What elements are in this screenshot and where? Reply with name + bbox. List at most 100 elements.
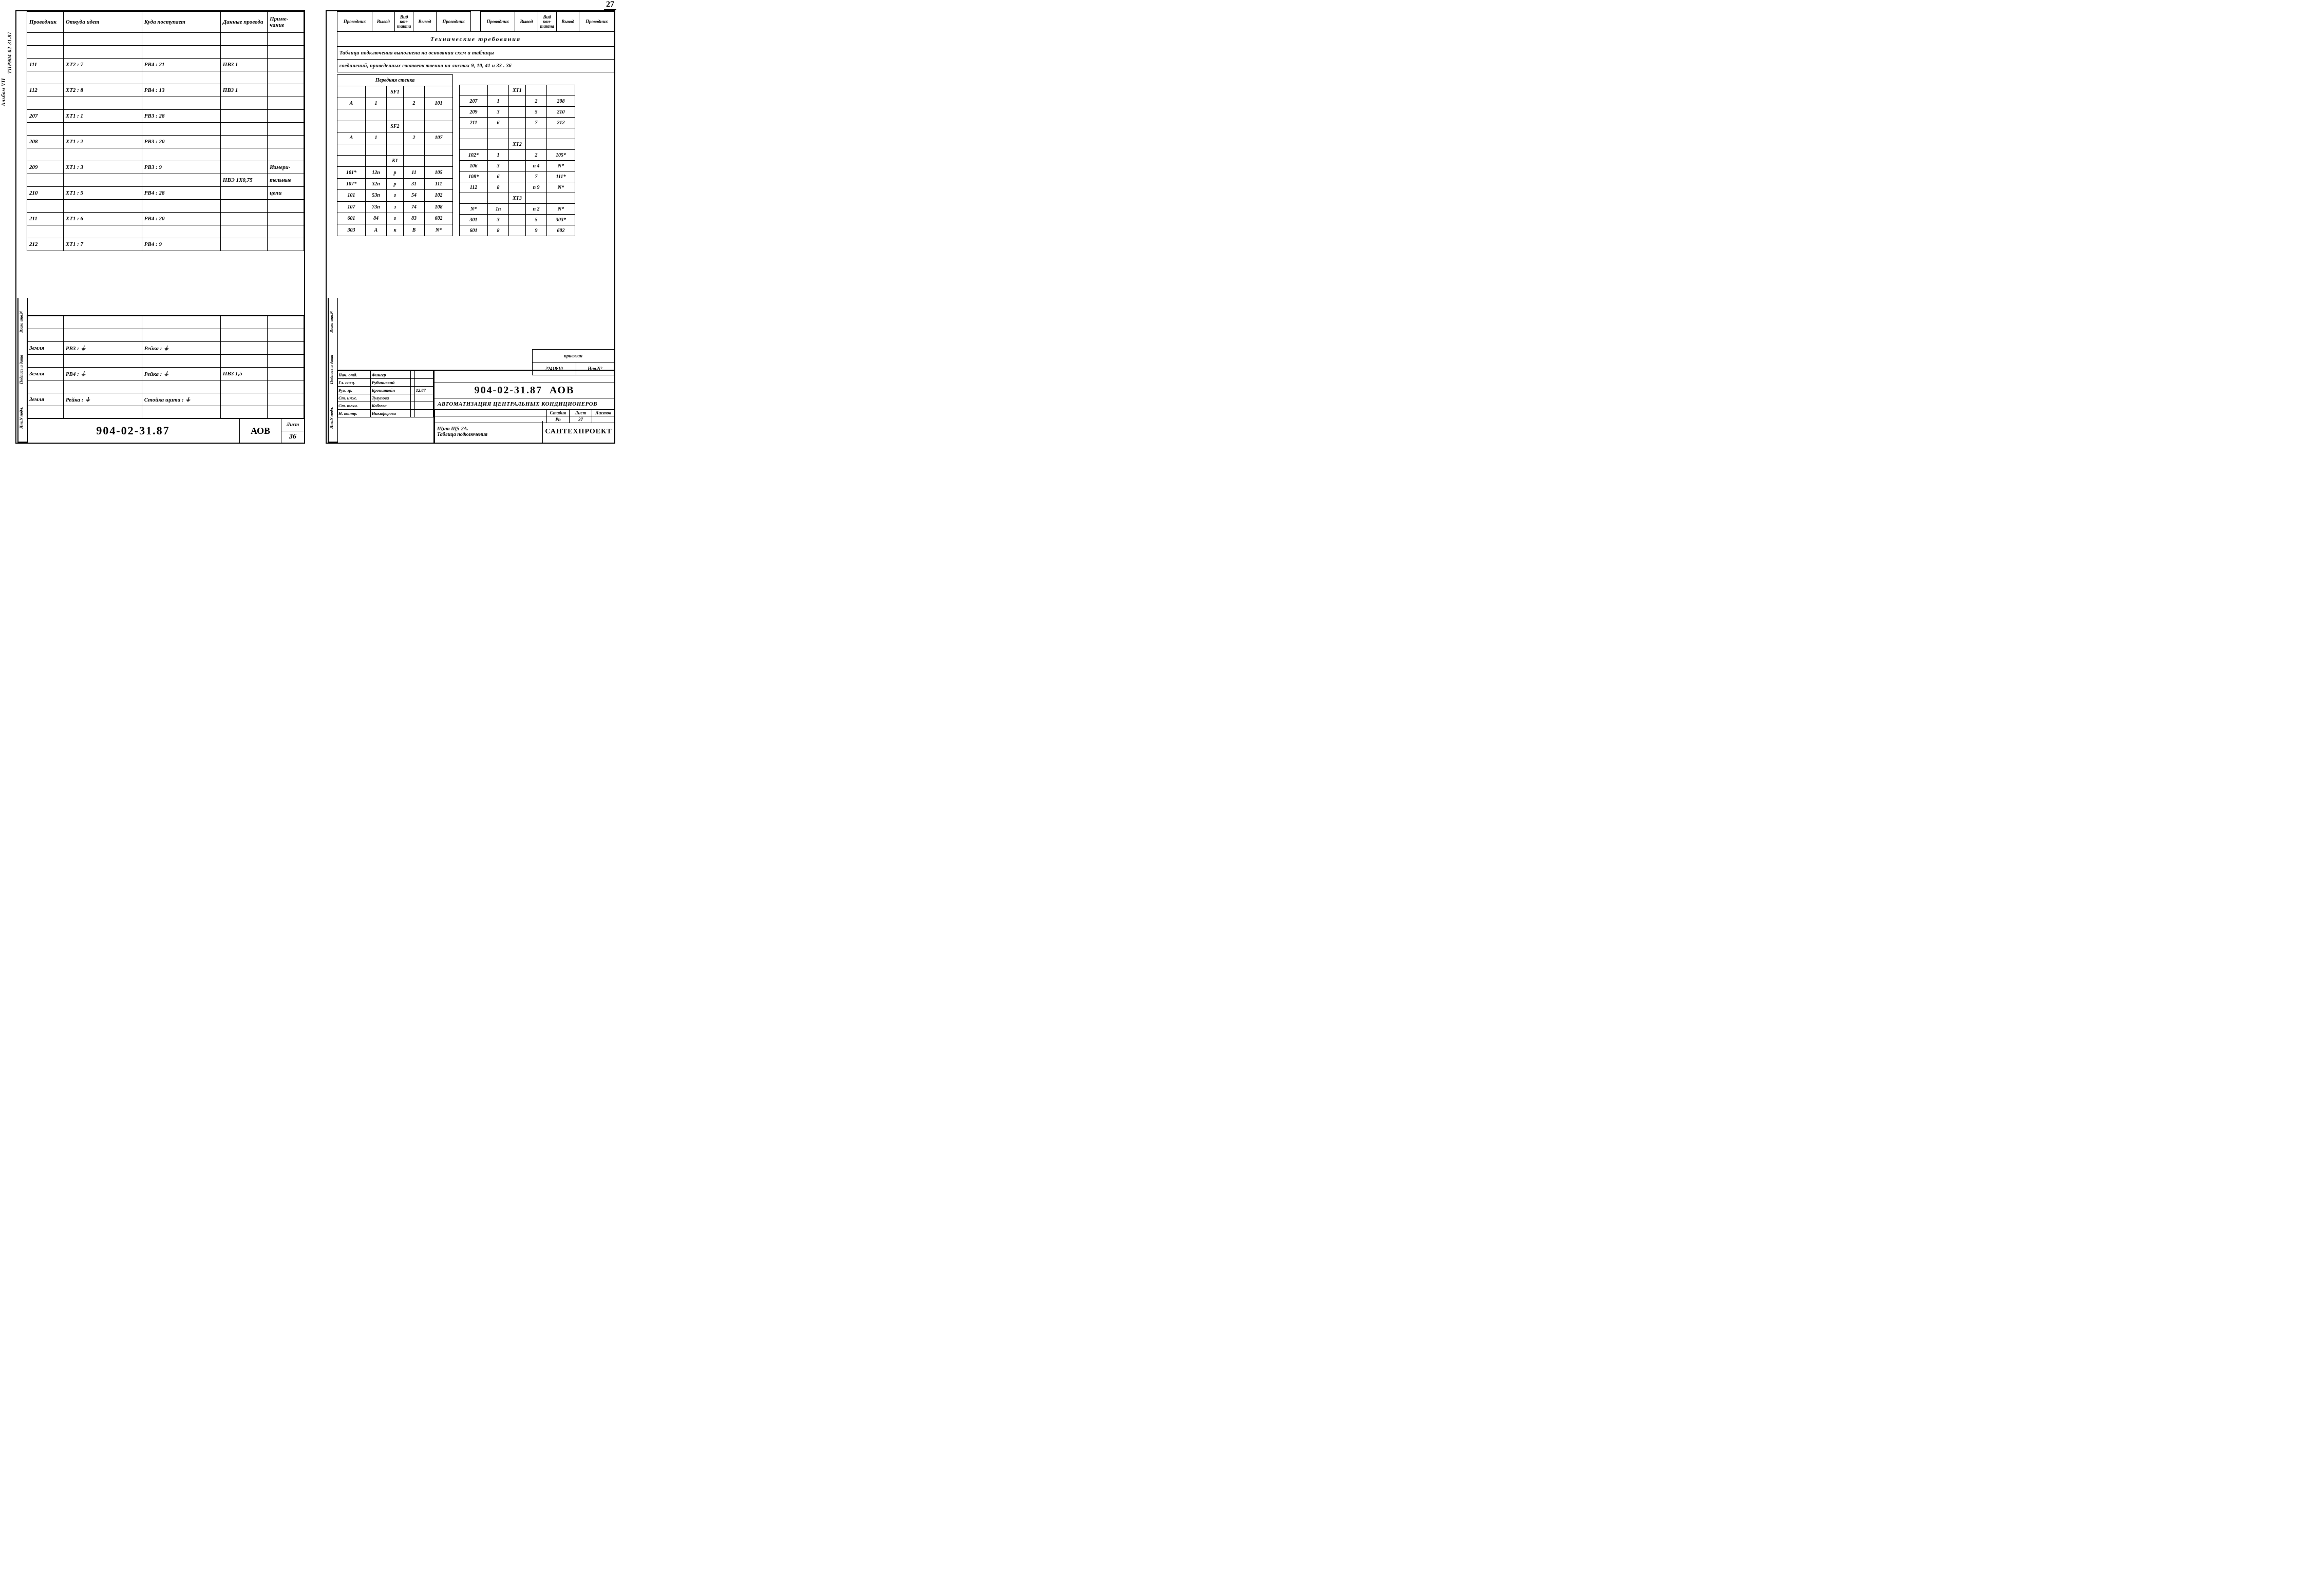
- doc-number: 904-02-31.87: [27, 419, 240, 443]
- cell: [220, 200, 267, 213]
- table-row: [27, 355, 304, 368]
- cell: A: [366, 224, 387, 236]
- sheet-hdr: Лист: [569, 410, 592, 416]
- table-row: 211XT1 : 6PB4 : 20: [27, 213, 304, 225]
- cell: [488, 139, 509, 150]
- cell: [509, 96, 526, 107]
- cell: [268, 368, 304, 380]
- cell: 5: [526, 215, 547, 225]
- cell: 212: [27, 238, 64, 251]
- note-line-2: соединений, приведенных соответственно н…: [337, 60, 614, 72]
- cell: 2: [526, 150, 547, 161]
- cell: [509, 225, 526, 236]
- table-row: ЗемляРейка : ⏚Стойка щита : ⏚: [27, 393, 304, 406]
- cell: 212: [547, 118, 575, 128]
- cell: 73п: [366, 201, 387, 213]
- cell: [425, 155, 453, 166]
- cell: [220, 393, 267, 406]
- cell: 1: [366, 98, 387, 109]
- cell: [220, 136, 267, 148]
- signature-row: Гл. спец.Рубчинский: [337, 379, 433, 387]
- cell: 211: [460, 118, 488, 128]
- cell: [220, 225, 267, 238]
- cell: [142, 225, 220, 238]
- side-label-strip-r: Инв.N подл. Подпись и дата Взам. инв.N: [328, 298, 338, 443]
- cell: PB4 : 13: [142, 84, 220, 97]
- cell: 102*: [460, 150, 488, 161]
- cell: [220, 213, 267, 225]
- cell: 7: [526, 118, 547, 128]
- cell: [337, 121, 366, 132]
- cell: Земля: [27, 393, 64, 406]
- cell: [488, 128, 509, 139]
- cell: [63, 316, 142, 329]
- signature-row: Ст. техн.Кобзева: [337, 402, 433, 410]
- cell: [142, 329, 220, 342]
- cell: 107*: [337, 178, 366, 189]
- cell: [460, 139, 488, 150]
- cell: XT1 : 1: [63, 110, 142, 123]
- cell: XT1 : 5: [63, 187, 142, 200]
- cell: [63, 46, 142, 59]
- table-row: XT3: [460, 193, 575, 204]
- cell: PB3 : ⏚: [63, 342, 142, 355]
- cell: [27, 33, 64, 46]
- cell: [509, 161, 526, 171]
- h-conductor: Проводник: [337, 12, 372, 32]
- cell: 12п: [366, 167, 387, 178]
- table-row: 303AкBN*: [337, 224, 453, 236]
- cell: [142, 174, 220, 187]
- cell: 53п: [366, 190, 387, 201]
- cell: 83: [404, 213, 425, 224]
- cell: тельные: [268, 174, 304, 187]
- cell: 8: [488, 225, 509, 236]
- cell: [547, 85, 575, 96]
- doc-number-r: 904-02-31.87АОВ: [434, 383, 614, 398]
- cell: [27, 380, 64, 393]
- cell: [268, 59, 304, 71]
- front-wall-left-table: Передняя стенка SF1A12101SF2A12107K1101*…: [337, 74, 453, 236]
- table-row: [27, 123, 304, 136]
- cell: [63, 406, 142, 419]
- hdr-wiredata: Данные провода: [220, 12, 267, 33]
- cell: [142, 380, 220, 393]
- cell: [460, 128, 488, 139]
- cell: [526, 128, 547, 139]
- cell: ПВ3 1: [220, 59, 267, 71]
- signature-row: Ст. инж.Тулупова: [337, 394, 433, 402]
- cell: [547, 193, 575, 204]
- priv-box: привязан 22418·10Инв.N°: [532, 349, 614, 370]
- table-row: 10773пз74108: [337, 201, 453, 213]
- cell: [526, 85, 547, 96]
- cell: ПВ3 1: [220, 84, 267, 97]
- cell: [220, 46, 267, 59]
- cell: [425, 144, 453, 155]
- cell: [220, 97, 267, 110]
- table-row: A12101: [337, 98, 453, 109]
- cell: [387, 98, 404, 109]
- cell: [27, 46, 64, 59]
- cell: [268, 110, 304, 123]
- cell: 11: [404, 167, 425, 178]
- cell: [27, 174, 64, 187]
- cell: 84: [366, 213, 387, 224]
- cell: Фингер: [370, 371, 411, 379]
- cell: [220, 238, 267, 251]
- cell: [268, 123, 304, 136]
- cell: [366, 155, 387, 166]
- cell: 6: [488, 118, 509, 128]
- cell: 111*: [547, 171, 575, 182]
- cell: [425, 121, 453, 132]
- cell: 209: [27, 161, 64, 174]
- h-contact: Вид кон-такта: [394, 12, 413, 32]
- left-main-table-wrap: Проводник Откуда идет Куда поступает Дан…: [27, 11, 304, 251]
- cell: [460, 193, 488, 204]
- cell: 301: [460, 215, 488, 225]
- cell: Рейка : ⏚: [63, 393, 142, 406]
- cell: [268, 136, 304, 148]
- cell: SF1: [387, 86, 404, 98]
- side-label-strip: Инв.N подл. Подпись и дата Взам. инв.N: [17, 298, 28, 443]
- cell: 208: [27, 136, 64, 148]
- inv-label: Инв.N°: [576, 363, 614, 375]
- cell: [268, 355, 304, 368]
